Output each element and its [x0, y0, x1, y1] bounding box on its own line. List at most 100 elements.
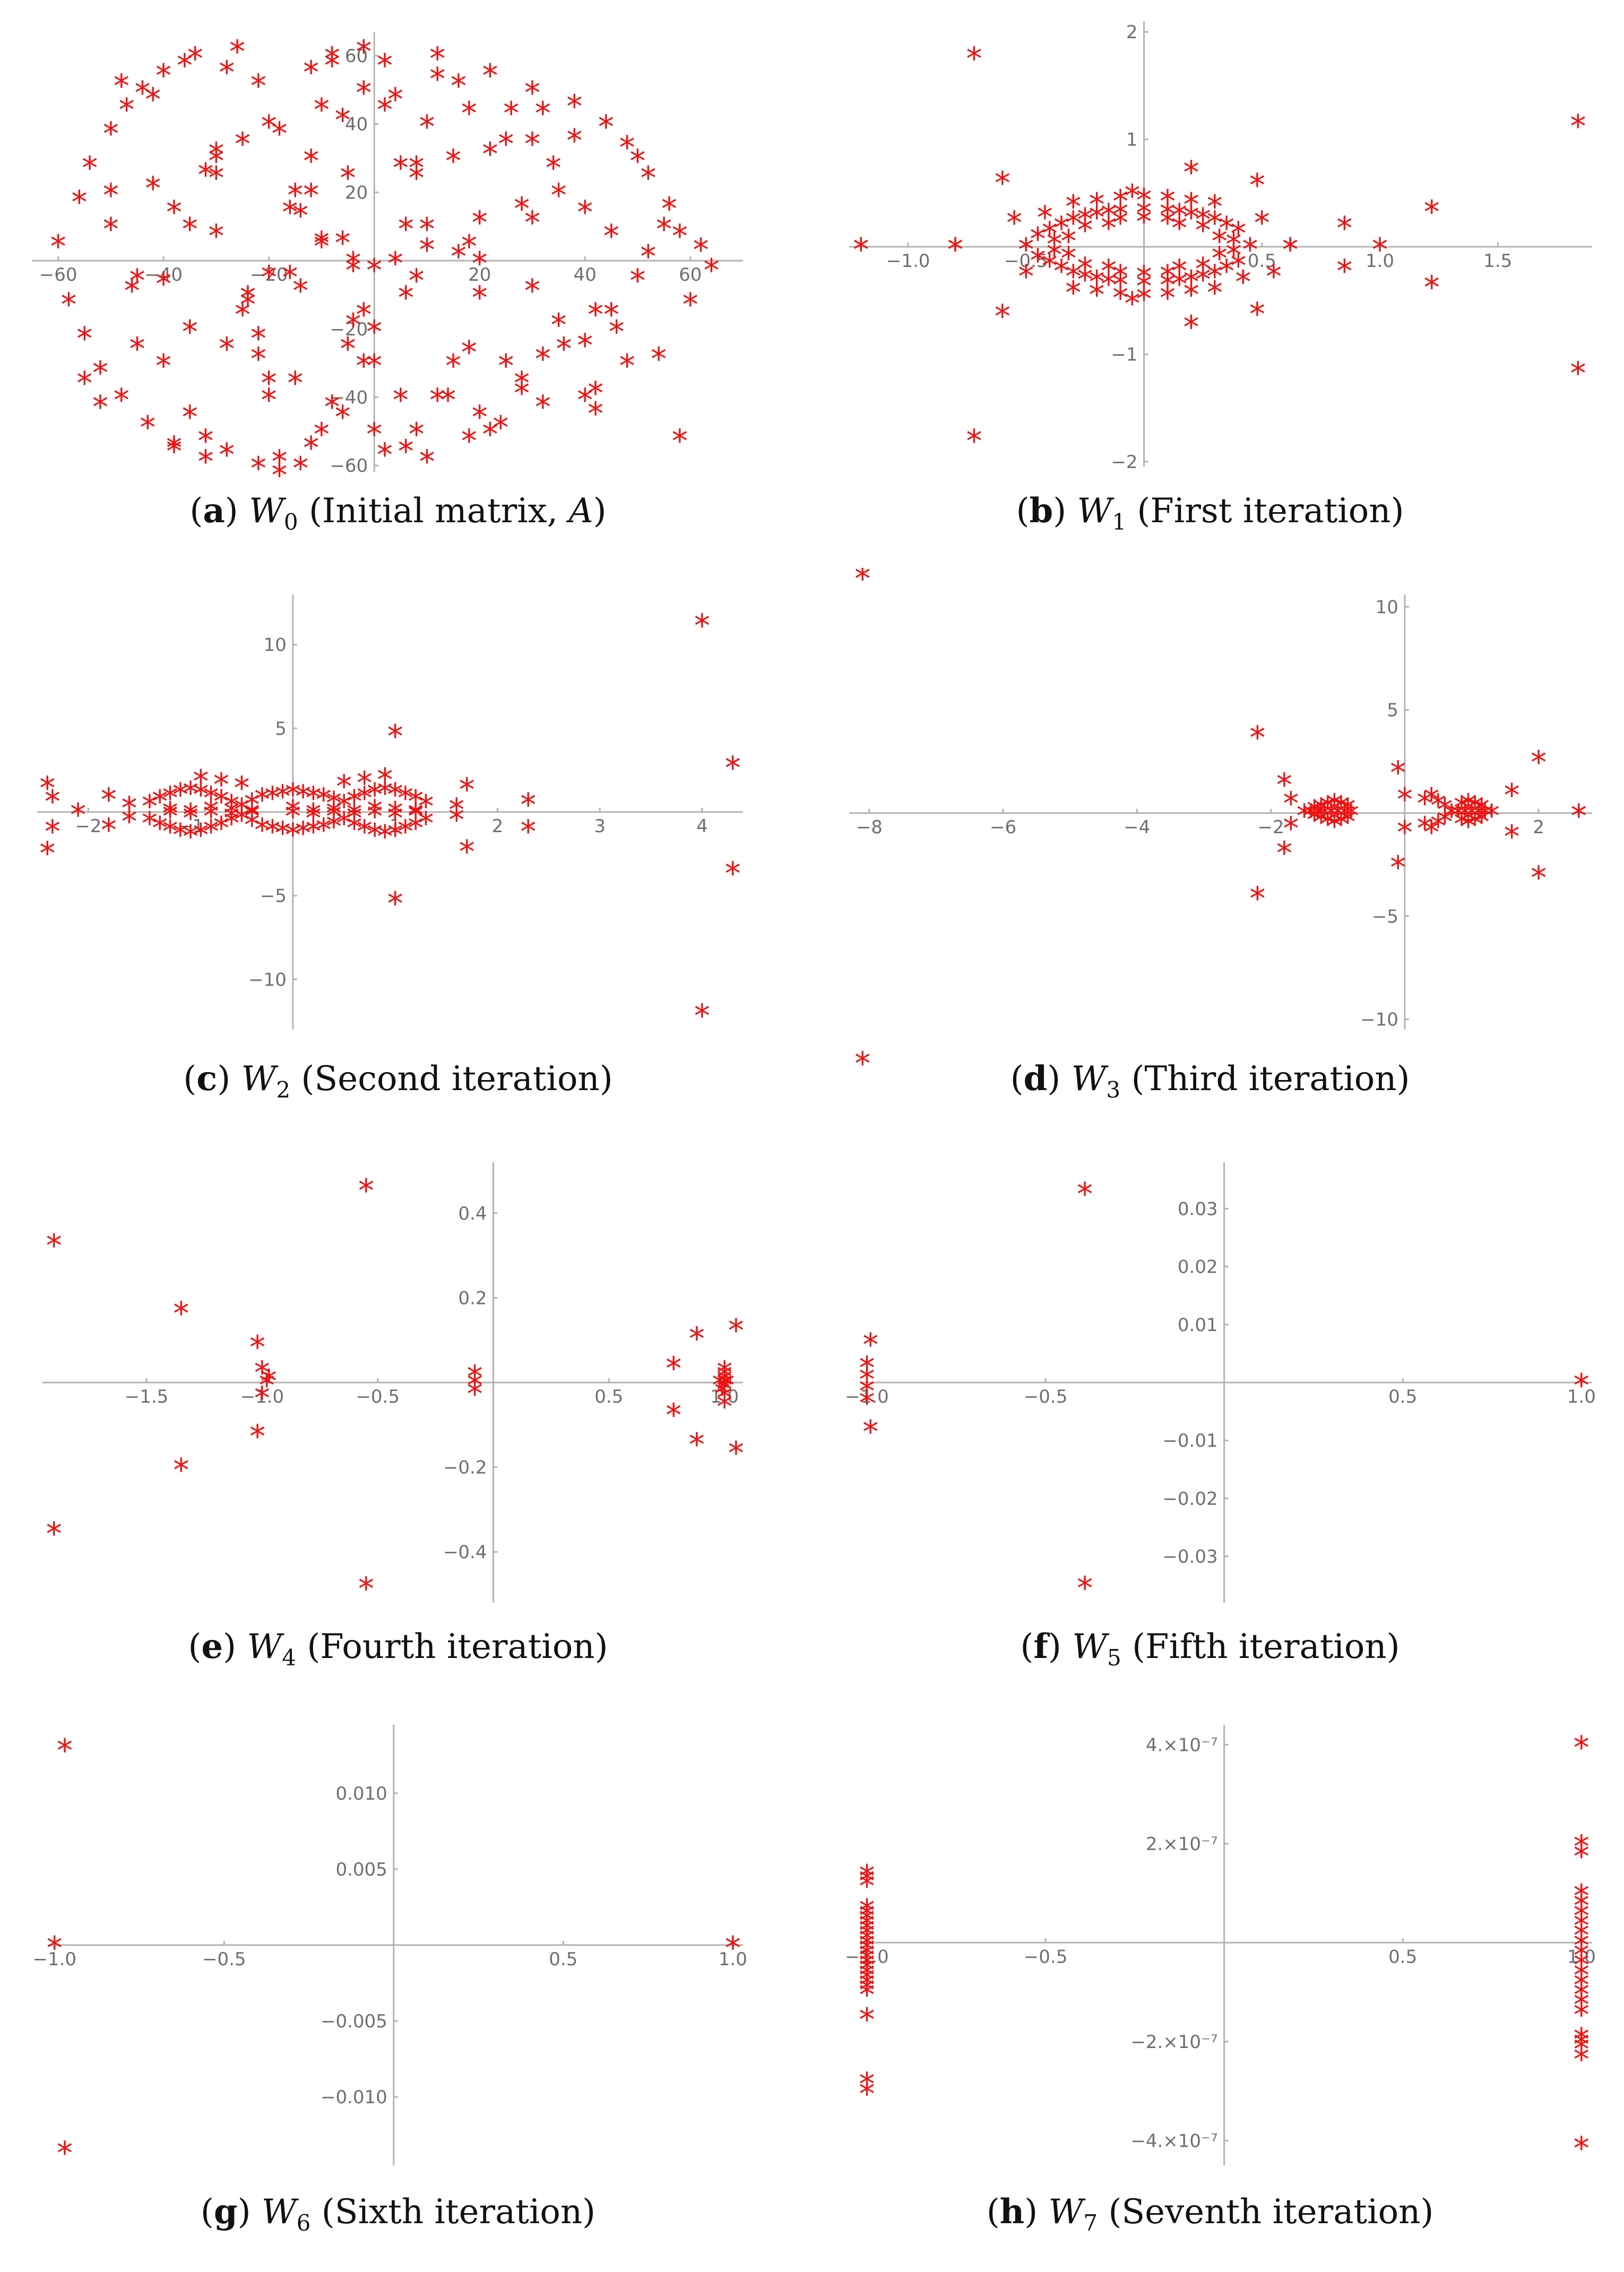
panel-g: −1.0 −0.5 0.5 1.0 −0.010 −0.005 0.005 0.010 * * * *	[0, 1698, 796, 2261]
data-point: *	[357, 765, 373, 802]
data-point: *	[1018, 258, 1034, 296]
data-point: *	[1136, 281, 1152, 318]
data-point: *	[345, 252, 361, 289]
data-point: *	[1310, 798, 1326, 835]
x-tick-label: 0.5	[1388, 1386, 1417, 1407]
data-point: *	[1171, 197, 1187, 234]
data-point: *	[45, 783, 61, 820]
data-point: *	[82, 150, 98, 187]
data-point: *	[859, 1922, 875, 1959]
y-tick-label: −60	[330, 455, 368, 477]
data-point: *	[1437, 804, 1453, 841]
data-point: *	[367, 798, 383, 835]
data-point: *	[234, 792, 250, 829]
y-tick-label: −10	[248, 969, 287, 990]
data-point: *	[347, 810, 362, 847]
panel-b: −1.0 −0.5 0.5 1.0 1.5 −2 −1 1 2 * * * * * * * * * * * * * * * * *…	[812, 0, 1608, 563]
data-point: *	[408, 797, 424, 834]
data-point: *	[1136, 182, 1152, 219]
data-point: *	[1124, 178, 1140, 215]
data-point: *	[305, 797, 321, 834]
y-tick-label: 20	[345, 182, 368, 203]
data-point: *	[357, 780, 373, 817]
data-point: *	[619, 348, 635, 385]
x-tick-label: −0.5	[202, 1949, 246, 1970]
data-point: *	[467, 1359, 483, 1396]
data-point: *	[303, 430, 319, 467]
data-point: *	[166, 433, 182, 470]
y-tick-label: −0.03	[1162, 1547, 1217, 1568]
data-point: *	[172, 817, 188, 854]
data-point: *	[459, 772, 475, 809]
y-tick-label: −5	[260, 886, 287, 907]
data-point: *	[1212, 223, 1228, 260]
data-point: *	[162, 795, 178, 832]
data-point: *	[183, 797, 198, 834]
data-point: *	[1112, 204, 1128, 241]
data-point: *	[356, 0, 372, 8]
data-point: *	[1276, 767, 1292, 804]
data-point: *	[493, 409, 508, 446]
x-tick-label: −40	[144, 264, 183, 286]
data-point: *	[1089, 277, 1105, 314]
caption-desc: (Sixth iteration)	[321, 2192, 596, 2232]
data-point: *	[467, 1376, 483, 1413]
data-point: *	[305, 780, 321, 817]
data-point: *	[661, 191, 677, 228]
data-point: *	[859, 2066, 875, 2103]
data-point: *	[208, 143, 224, 180]
data-point: *	[1574, 1888, 1590, 1925]
data-point: *	[859, 2001, 875, 2038]
data-point: *	[1077, 1570, 1093, 1607]
data-point: *	[367, 817, 383, 854]
data-point: *	[1424, 269, 1440, 306]
x-tick-label: −1.0	[886, 250, 930, 272]
data-point: *	[629, 143, 645, 180]
data-point: *	[356, 297, 372, 334]
data-point: *	[182, 211, 198, 248]
data-point: *	[295, 778, 311, 815]
y-tick-label: −0.2	[443, 1457, 487, 1479]
data-point: *	[1249, 296, 1265, 333]
caption-letter: e	[201, 1627, 223, 1666]
data-point: *	[451, 238, 467, 275]
data-point: *	[728, 1435, 744, 1472]
data-point: *	[1340, 791, 1356, 828]
data-point: *	[1571, 798, 1587, 835]
data-point: *	[156, 348, 171, 385]
data-point: *	[1282, 231, 1298, 269]
y-tick-label: −20	[330, 319, 368, 340]
data-point: *	[1574, 1957, 1590, 1994]
data-point: *	[261, 382, 277, 419]
data-point: *	[46, 1228, 62, 1265]
data-point: *	[546, 150, 562, 187]
data-point: *	[472, 204, 488, 241]
y-tick-label: 10	[1376, 597, 1398, 618]
data-point: *	[387, 800, 403, 837]
caption-w: W	[1072, 1627, 1107, 1666]
data-point: *	[193, 776, 209, 814]
data-point: *	[1160, 280, 1176, 317]
data-point: *	[712, 1367, 728, 1404]
data-point: *	[514, 191, 530, 228]
data-point: *	[324, 47, 340, 84]
y-tick-label: 1	[1126, 129, 1138, 151]
y-tick-label: −2	[1111, 452, 1137, 473]
data-point: *	[275, 778, 291, 815]
caption-w: W	[1077, 491, 1112, 531]
data-point: *	[314, 228, 330, 265]
data-point: *	[1136, 260, 1152, 297]
data-point: *	[244, 798, 260, 835]
data-point: *	[314, 92, 330, 129]
data-point: *	[859, 1917, 875, 1955]
data-point: *	[1160, 267, 1176, 304]
x-tick-label: 2	[492, 816, 504, 837]
data-point: *	[223, 800, 239, 837]
data-point: *	[467, 1367, 483, 1404]
data-point: *	[162, 814, 178, 851]
data-point: *	[340, 331, 356, 368]
data-point: *	[1574, 2130, 1590, 2167]
y-tick-label: 0.010	[335, 1783, 387, 1804]
data-point: *	[1207, 204, 1223, 241]
data-point: *	[566, 88, 582, 125]
